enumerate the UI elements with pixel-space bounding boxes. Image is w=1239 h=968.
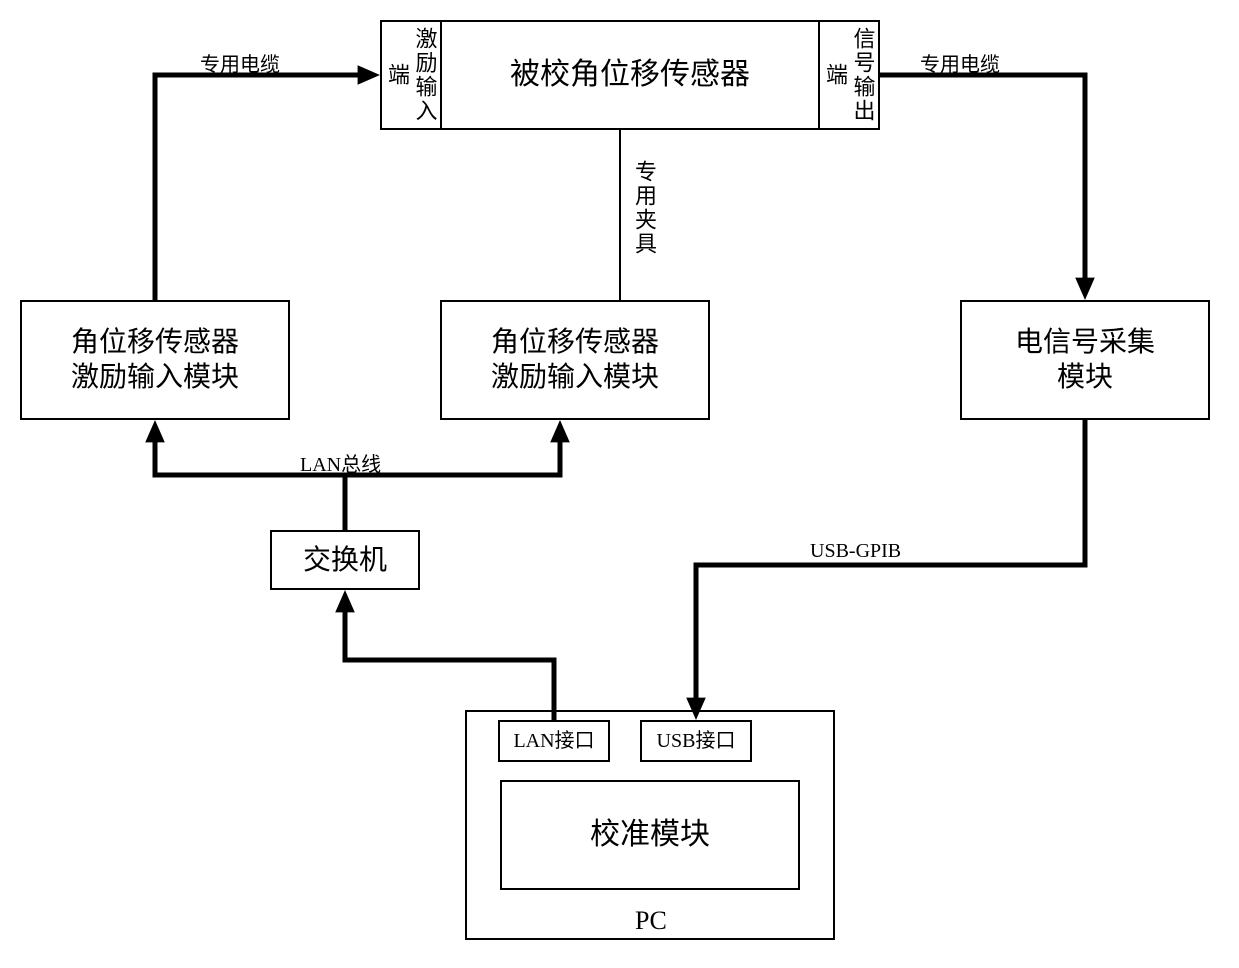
calibration-module-label: 校准模块 (590, 816, 710, 854)
left-module-box: 角位移传感器 激励输入模块 (20, 300, 290, 420)
mid-module-label: 角位移传感器 激励输入模块 (491, 325, 659, 395)
right-module-label: 电信号采集 模块 (1015, 325, 1155, 395)
usb-gpib-label: USB-GPIB (810, 540, 901, 563)
usb-port-label: USB接口 (657, 729, 736, 754)
switch-box: 交换机 (270, 530, 420, 590)
lan-port-label: LAN接口 (513, 729, 594, 754)
excitation-input-port-box: 激励输入端 (382, 22, 442, 128)
mid-module-box: 角位移传感器 激励输入模块 (440, 300, 710, 420)
sensor-main-label: 被校角位移传感器 (510, 56, 750, 94)
right-module-box: 电信号采集 模块 (960, 300, 1210, 420)
left-module-label: 角位移传感器 激励输入模块 (71, 325, 239, 395)
cable-right-label: 专用电缆 (920, 48, 1000, 77)
cable-left-label: 专用电缆 (200, 48, 280, 77)
usb-port-box: USB接口 (640, 720, 752, 762)
lan-port-box: LAN接口 (498, 720, 610, 762)
excitation-input-port-label: 激励输入端 (384, 22, 439, 128)
switch-label: 交换机 (303, 543, 387, 578)
calibration-module-box: 校准模块 (500, 780, 800, 890)
fixture-label: 专用夹具 (628, 160, 660, 256)
lan-bus-label: LAN总线 (300, 448, 381, 477)
signal-output-port-label: 信号输出端 (822, 22, 877, 128)
sensor-main-box: 被校角位移传感器 (442, 22, 818, 128)
pc-label: PC (635, 906, 667, 936)
signal-output-port-box: 信号输出端 (818, 22, 878, 128)
